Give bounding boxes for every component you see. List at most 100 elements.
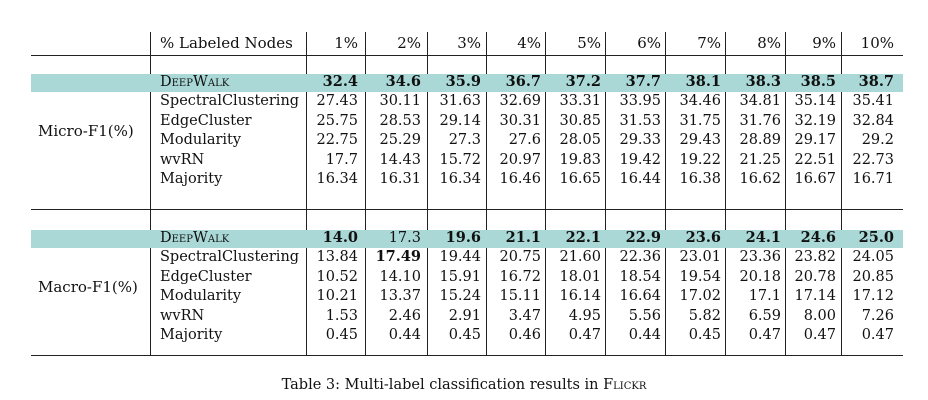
column-separator-1 [306, 32, 307, 355]
column-separator-10 [841, 32, 842, 355]
value-cell: 35.41 [852, 93, 894, 110]
value-cell: 15.24 [439, 288, 481, 305]
method-label: Modularity [160, 288, 242, 305]
value-cell: 1.53 [325, 307, 358, 324]
value-cell: 27.6 [508, 132, 541, 149]
value-cell: 21.60 [559, 249, 601, 266]
value-cell: 0.45 [325, 327, 358, 343]
value-cell: 16.34 [316, 171, 358, 187]
column-separator-5 [545, 32, 546, 355]
column-separator-3 [427, 32, 428, 355]
value-cell: 0.44 [388, 327, 421, 343]
caption-prefix: Table 3: Multi-label classification resu… [281, 377, 604, 393]
value-cell: 17.3 [388, 230, 421, 246]
value-cell: 17.12 [852, 288, 894, 305]
value-cell: 29.43 [679, 132, 721, 149]
header-col-7: 7% [697, 34, 721, 52]
value-cell: 30.85 [559, 112, 601, 129]
header-col-3: 3% [457, 34, 481, 52]
value-cell: 24.6 [800, 229, 836, 246]
value-cell: 22.51 [794, 151, 836, 168]
value-cell: 19.54 [679, 268, 721, 285]
group-separator-rule [31, 209, 903, 210]
value-cell: 5.56 [628, 307, 661, 324]
value-cell: 18.54 [619, 268, 661, 285]
header-col-9: 9% [812, 34, 836, 52]
value-cell: 29.14 [439, 112, 481, 129]
value-cell: 10.21 [316, 288, 358, 305]
value-cell: 32.19 [794, 112, 836, 129]
header-col-2: 2% [397, 34, 421, 52]
value-cell: 29.2 [861, 132, 894, 149]
highlight-band [31, 230, 903, 248]
value-cell: 24.05 [852, 249, 894, 266]
header-col-6: 6% [637, 34, 661, 52]
value-cell: 17.14 [794, 288, 836, 305]
value-cell: 16.34 [439, 171, 481, 187]
method-label: EdgeCluster [160, 268, 252, 285]
header-col-1: 1% [334, 34, 358, 52]
value-cell: 2.46 [388, 307, 421, 324]
value-cell: 17.7 [325, 151, 358, 168]
value-cell: 22.1 [565, 229, 601, 246]
value-cell: 4.95 [568, 307, 601, 324]
value-cell: 27.3 [448, 132, 481, 149]
value-cell: 34.6 [385, 73, 421, 90]
value-cell: 15.72 [439, 151, 481, 168]
value-cell: 19.22 [679, 151, 721, 168]
value-cell: 29.33 [619, 132, 661, 149]
method-label: Majority [160, 327, 223, 343]
value-cell: 28.53 [379, 112, 421, 129]
value-cell: 32.4 [322, 73, 358, 90]
value-cell: 32.84 [852, 112, 894, 129]
value-cell: 25.75 [316, 112, 358, 129]
value-cell: 35.14 [794, 93, 836, 110]
highlight-band [31, 74, 903, 92]
value-cell: 22.75 [316, 132, 358, 149]
value-cell: 0.47 [748, 327, 781, 343]
method-label: DeepWalk [160, 230, 230, 246]
value-cell: 20.78 [794, 268, 836, 285]
value-cell: 25.0 [858, 229, 894, 246]
value-cell: 28.05 [559, 132, 601, 149]
value-cell: 38.1 [685, 73, 721, 90]
value-cell: 16.46 [499, 171, 541, 187]
method-label: DeepWalk [160, 74, 230, 90]
value-cell: 16.72 [499, 268, 541, 285]
column-separator-4 [486, 32, 487, 355]
value-cell: 15.91 [439, 268, 481, 285]
value-cell: 16.44 [619, 171, 661, 187]
value-cell: 34.81 [739, 93, 781, 110]
method-label: wvRN [160, 151, 205, 168]
value-cell: 34.46 [679, 93, 721, 110]
value-cell: 19.83 [559, 151, 601, 168]
value-cell: 23.36 [739, 249, 781, 266]
value-cell: 38.7 [858, 73, 894, 90]
value-cell: 15.11 [499, 288, 541, 305]
value-cell: 13.84 [316, 249, 358, 266]
value-cell: 22.9 [625, 229, 661, 246]
value-cell: 16.65 [559, 171, 601, 187]
table-caption: Table 3: Multi-label classification resu… [0, 376, 928, 394]
column-separator-8 [725, 32, 726, 355]
value-cell: 0.47 [568, 327, 601, 343]
column-separator-2 [365, 32, 366, 355]
value-cell: 23.01 [679, 249, 721, 266]
value-cell: 0.47 [861, 327, 894, 343]
value-cell: 8.00 [803, 307, 836, 324]
value-cell: 7.26 [861, 307, 894, 324]
value-cell: 22.73 [852, 151, 894, 168]
value-cell: 31.75 [679, 112, 721, 129]
column-separator-6 [605, 32, 606, 355]
header-col-5: 5% [577, 34, 601, 52]
value-cell: 16.67 [794, 171, 836, 187]
value-cell: 20.18 [739, 268, 781, 285]
value-cell: 20.85 [852, 268, 894, 285]
value-cell: 14.10 [379, 268, 421, 285]
value-cell: 37.2 [565, 73, 601, 90]
value-cell: 19.44 [439, 249, 481, 266]
header-labeled-nodes: % Labeled Nodes [160, 34, 293, 52]
value-cell: 2.91 [448, 307, 481, 324]
value-cell: 17.49 [375, 248, 421, 266]
value-cell: 14.0 [322, 229, 358, 246]
